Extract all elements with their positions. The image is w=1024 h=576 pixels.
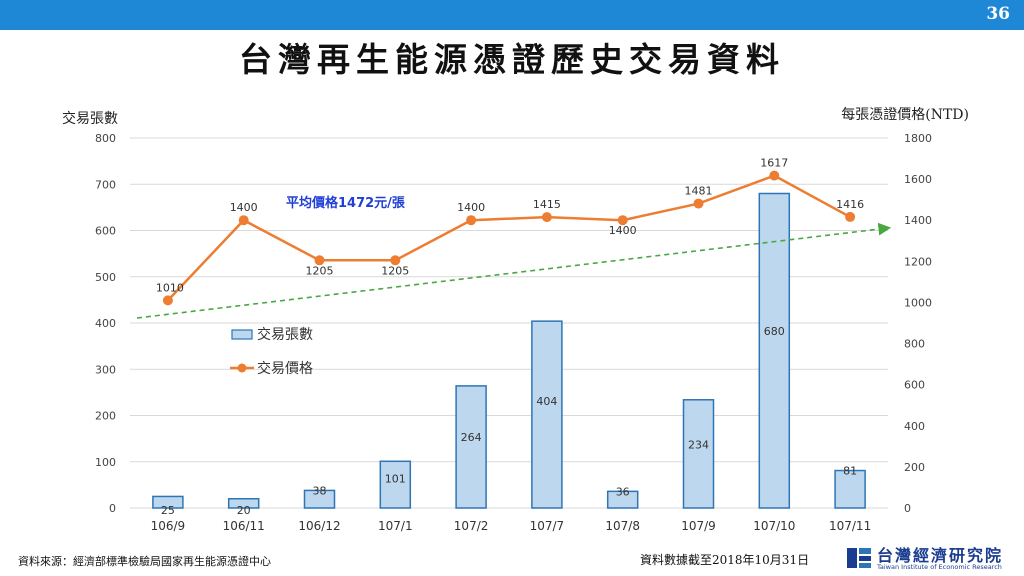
price-data-label: 1400 [609,224,637,237]
bar-data-label: 101 [385,472,406,485]
bar-data-label: 404 [536,395,557,408]
price-line [166,174,851,302]
bar-data-label: 81 [843,465,857,478]
x-tick-label: 107/1 [378,519,413,533]
x-tick-label: 106/12 [298,519,340,533]
average-price-annotation: 平均價格1472元/張 [286,195,406,211]
price-point [238,215,249,226]
y-left-tick-label: 300 [95,363,116,376]
trendline-arrow [136,222,892,319]
y-right-tick-label: 1400 [904,214,932,227]
bar-107/10 [758,192,791,509]
y-right-tick-label: 200 [904,461,925,474]
logo-english-name: Taiwan Institute of Economic Research [877,563,1002,571]
price-point [541,212,552,223]
y-right-tick-label: 1200 [904,255,932,268]
y-right-tick-label: 800 [904,338,925,351]
x-tick-label: 107/9 [681,519,716,533]
price-data-label: 1415 [533,198,561,211]
y-left-tick-label: 600 [95,225,116,238]
x-tick-label: 107/8 [605,519,640,533]
bar-data-label: 680 [764,325,785,338]
y-left-tick-label: 700 [95,178,116,191]
y-left-tick-label: 200 [95,410,116,423]
bar-107/11 [834,469,866,509]
y-left-tick-label: 0 [109,502,116,515]
legend-bar-label: 交易張數 [257,326,313,343]
price-point [617,215,628,226]
bar-106/12 [303,489,336,509]
bar-107/9 [682,399,715,509]
price-point [390,255,401,266]
legend-line-marker [237,363,247,373]
price-data-label: 1205 [306,264,334,277]
y-left-tick-label: 100 [95,456,116,469]
y-right-tick-label: 400 [904,420,925,433]
price-point [466,215,477,226]
x-tick-label: 107/2 [454,519,489,533]
x-tick-label: 106/11 [223,519,265,533]
bar-data-label: 20 [237,504,251,517]
y-axis-right-label: 每張憑證價格(NTD) [841,107,969,123]
price-point [314,255,325,266]
price-point [693,198,704,209]
price-data-label: 1205 [381,264,409,277]
page-number: 36 [986,4,1010,24]
x-tick-label: 107/7 [530,519,565,533]
x-tick-label: 106/9 [151,519,186,533]
legend-line-label: 交易價格 [257,360,313,377]
y-right-tick-label: 1800 [904,132,932,145]
price-data-label: 1617 [760,157,788,170]
price-point [845,211,856,222]
bar-107/2 [455,385,487,509]
price-data-label: 1481 [685,185,713,198]
bar-data-label: 38 [313,484,327,497]
bar-data-label: 234 [688,438,709,451]
slide-title: 台灣再生能源憑證歷史交易資料 [239,40,785,79]
y-left-tick-label: 400 [95,317,116,330]
bar-107/8 [606,490,639,509]
logo-icon [847,548,871,568]
price-data-label: 1416 [836,198,864,211]
x-tick-label: 107/10 [753,519,795,533]
bar-data-label: 264 [461,431,482,444]
bar-107/7 [531,320,563,509]
price-point [769,170,780,181]
tier-logo: 台灣經濟研究院 Taiwan Institute of Economic Res… [845,542,1020,574]
y-left-tick-label: 500 [95,271,116,284]
price-data-label: 1400 [230,201,258,214]
bar-106/11 [227,498,260,509]
bar-107/1 [379,460,412,509]
source-note: 資料來源：經濟部標準檢驗局國家再生能源憑證中心 [18,555,271,568]
bar-data-label: 25 [161,504,175,517]
price-data-label: 1400 [457,201,485,214]
y-right-tick-label: 1000 [904,296,932,309]
y-right-tick-label: 1600 [904,173,932,186]
y-right-tick-label: 0 [904,502,911,515]
header-bar: 36 [0,0,1024,30]
as-of-note: 資料數據截至2018年10月31日 [640,553,810,567]
bar-data-label: 36 [616,485,630,498]
x-tick-label: 107/11 [829,519,871,533]
bar-106/9 [152,495,184,509]
legend-bar-swatch [231,329,253,340]
y-right-tick-label: 600 [904,379,925,392]
y-axis-left-label: 交易張數 [62,111,118,127]
y-left-tick-label: 800 [95,132,116,145]
price-data-label: 1010 [156,281,184,294]
price-point [162,295,173,306]
logo-name: 台灣經濟研究院 [877,546,1004,565]
